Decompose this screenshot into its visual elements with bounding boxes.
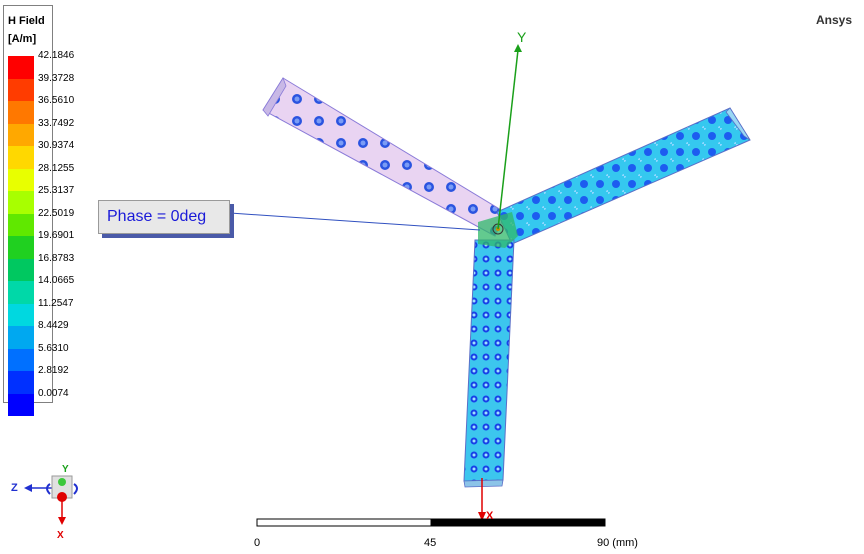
legend-swatch [8,146,34,169]
color-legend: H Field [A/m] 42.1846 39.3728 36.5610 33.74… [3,5,74,416]
legend-swatch [8,371,34,394]
legend-swatch [8,348,34,371]
legend-value: 30.9374 [38,140,75,151]
legend-value: 0.0074 [38,387,69,399]
legend-value: 16.8783 [38,252,75,264]
x-axis-label: X [486,510,494,522]
legend-swatch [8,101,34,124]
legend-value: 2.8192 [38,365,69,376]
legend-value: 42.1846 [38,50,75,61]
x-axis-arrow [478,478,486,521]
legend-value: 36.5610 [38,95,75,106]
y-axis-label: Y [517,29,527,45]
legend-title: H Field [8,15,45,27]
legend-value: 28.1255 [38,162,75,174]
phase-callout-line [229,212,481,231]
phase-label-box[interactable]: Phase = 0deg [98,200,230,234]
legend-unit: [A/m] [8,33,37,45]
legend-swatches [8,56,34,416]
legend-value: 19.6901 [38,230,75,241]
legend-value: 8.4429 [38,320,69,331]
scale-bar [256,518,606,527]
legend-swatch [8,393,34,416]
waveguide-arm-left [262,77,507,237]
scale-tick-0: 0 [254,537,261,549]
legend-swatch [8,303,34,326]
legend-swatch [8,258,34,281]
brand-logo: Ansys [815,13,852,27]
legend-swatch [8,78,34,101]
legend-swatch [8,213,34,236]
triad-y-label: Y [62,464,69,475]
legend-swatch [8,281,34,304]
legend-swatch [8,191,34,214]
legend-value: 14.0665 [38,275,75,286]
legend-swatch [8,56,34,79]
legend-value: 22.5019 [38,207,75,219]
legend-value: 39.3728 [38,72,75,84]
legend-swatch [8,326,34,349]
scale-tick-90: 90 (mm) [597,537,638,549]
legend-value: 33.7492 [38,117,75,129]
legend-value: 25.3137 [38,185,75,196]
y-axis-arrow [497,44,522,230]
legend-value: 5.6310 [38,342,69,354]
orientation-triad[interactable] [24,475,78,525]
waveguide-arm-right [496,107,751,245]
phase-label-text: Phase = 0deg [107,208,207,225]
legend-swatch [8,168,34,191]
legend-swatch [8,236,34,259]
scale-tick-45: 45 [424,537,437,549]
triad-x-label: X [57,530,64,541]
waveguide-arm-bottom [463,239,515,488]
legend-swatch [8,123,34,146]
triad-z-label: Z [11,482,18,494]
legend-value: 11.2547 [38,297,74,309]
